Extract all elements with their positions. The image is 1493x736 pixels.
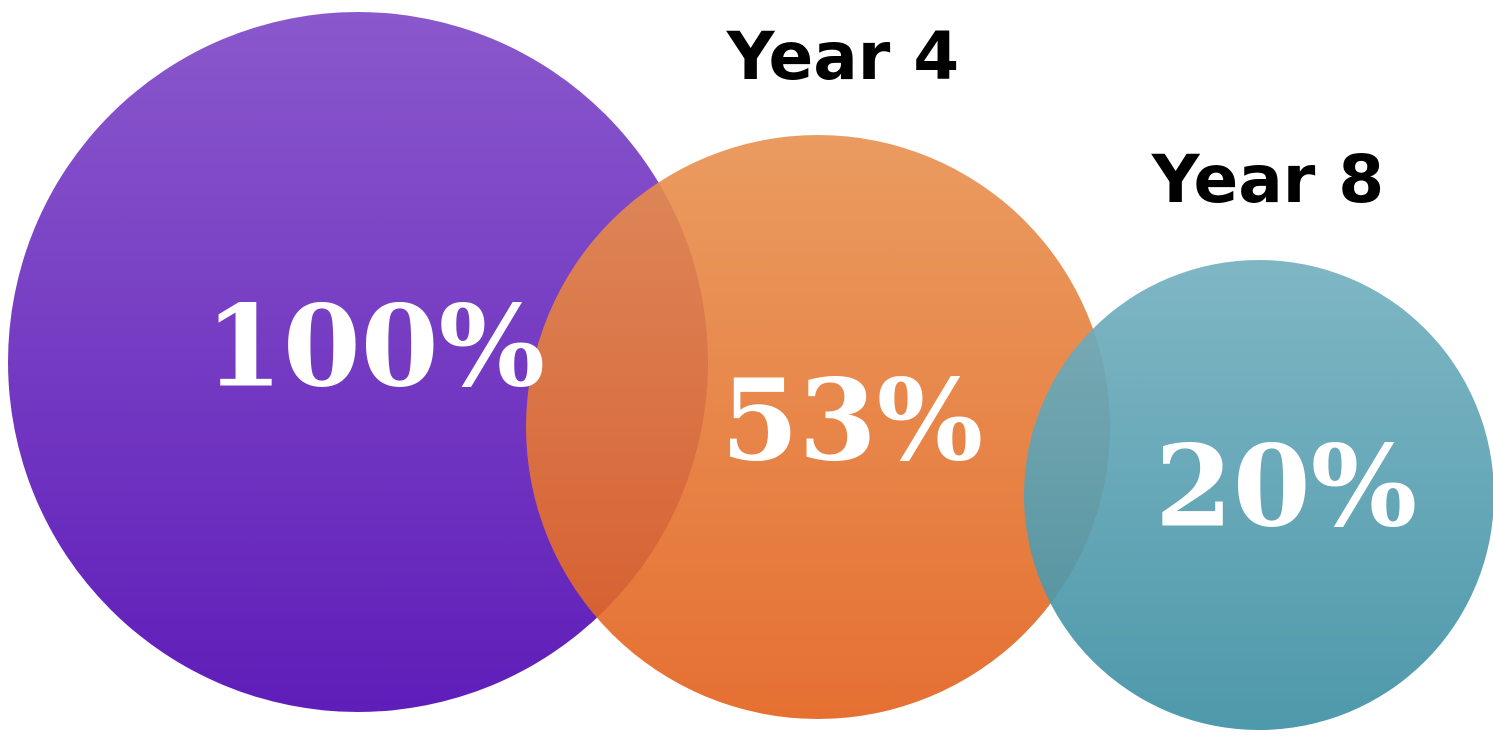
bubble-value-label: 53% (721, 355, 983, 486)
bubble-year-8 (1024, 260, 1493, 730)
bubble-year-4 (526, 135, 1110, 719)
bubble-100-percent (8, 12, 708, 712)
group-label: Year 4 (726, 18, 959, 95)
group-label: Year 8 (1151, 141, 1384, 218)
bubble-value-label: 20% (1155, 421, 1417, 552)
bubble-value-label: 100% (205, 281, 545, 412)
